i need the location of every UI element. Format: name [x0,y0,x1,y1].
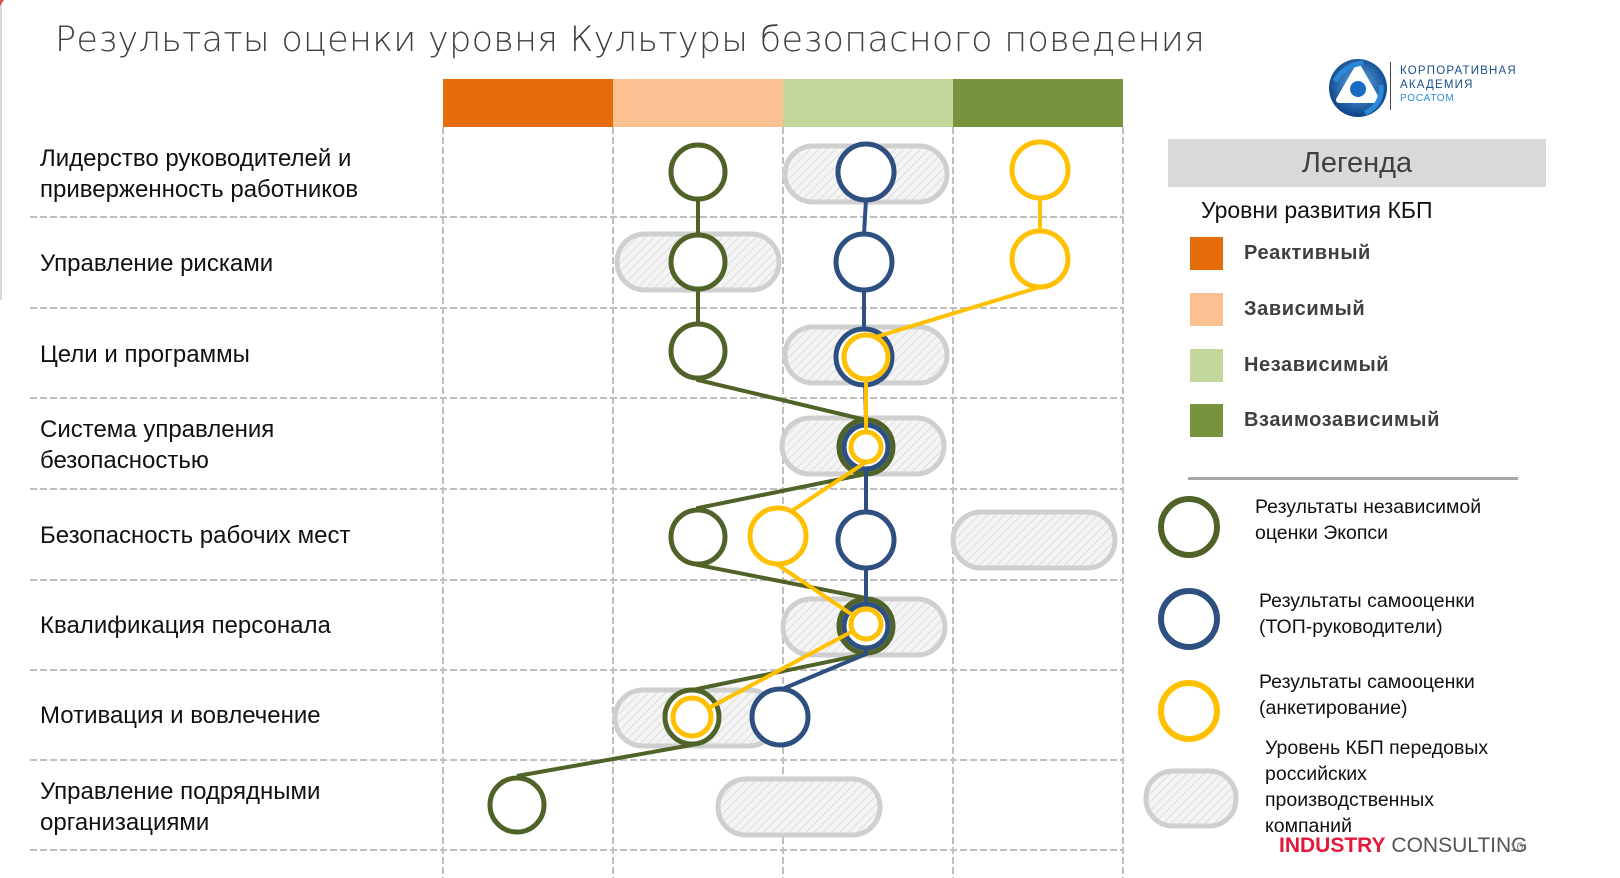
rosatom-logo-icon [1329,59,1387,117]
row-label-line: Управление подрядными [40,778,321,805]
row-label-line: Цели и программы [40,341,250,368]
ekopsi-point [487,775,547,835]
slide-left-edge [0,0,2,300]
corner-mark [0,0,4,6]
legend-benchmark: Уровень КБП передовых российских произво… [1265,735,1488,839]
row-label-leadership: Лидерство руководителей и приверженность … [40,143,358,205]
legend-level-label: Зависимый [1244,297,1366,320]
legend-level-dependent: Зависимый [1190,292,1365,326]
swatch-interdependent [1190,403,1223,437]
legend-level-reactive: Реактивный [1190,236,1371,270]
band-independent [783,79,953,127]
legend-benchmark-line: компаний [1265,815,1352,837]
legend-series-line: Результаты самооценки [1259,590,1475,612]
survey-point [841,332,891,382]
row-label-goals: Цели и программы [40,339,250,370]
legend-level-label: Независимый [1244,353,1390,376]
legend-level-label: Реактивный [1244,241,1371,264]
series-survey [670,139,1071,739]
legend-series-ekopsi: Результаты независимой оценки Экопси [1255,494,1481,546]
benchmark-pill [950,509,1118,571]
legend-level-independent: Независимый [1190,348,1389,382]
brand-light: CONSULTING [1385,834,1528,857]
top-managers-point [833,231,895,293]
top-managers-point [835,509,897,571]
page-number: 10 [1510,840,1524,854]
survey-point [848,606,884,642]
row-label-line: организациями [40,809,210,836]
row-label-risk-management: Управление рисками [40,248,273,279]
legend-series-line: оценки Экопси [1255,522,1389,544]
row-label-qualification: Квалификация персонала [40,610,331,641]
row-label-line: Лидерство руководителей и [40,145,352,172]
top-managers-point [749,686,811,748]
survey-point [1009,139,1071,201]
row-label-motivation: Мотивация и вовлечение [40,700,321,731]
row-label-line: приверженность работников [40,176,359,203]
grid-lines [30,127,1124,878]
row-label-workplace-safety: Безопасность рабочих мест [40,520,350,551]
row-label-line: Безопасность рабочих мест [40,522,351,549]
row-label-safety-system: Система управления безопасностью [40,414,274,476]
benchmark-pill [715,776,883,838]
top-managers-point [835,141,897,203]
row-label-contractors: Управление подрядными организациями [40,776,320,838]
band-interdependent [953,79,1123,127]
slide-title: Результаты оценки уровня Культуры безопа… [55,20,1206,60]
legend-benchmark-line: российских [1265,763,1367,785]
legend-benchmark-icon [1143,768,1239,829]
swatch-dependent [1190,292,1223,326]
row-label-line: Мотивация и вовлечение [40,702,321,729]
legend-level-label: Взаимозависимый [1244,408,1441,431]
logo-line1: КОРПОРАТИВНАЯ [1400,65,1517,77]
legend-level-interdependent: Взаимозависимый [1190,403,1440,437]
level-header-bands [443,79,1123,127]
survey-point [1009,228,1071,290]
survey-point [848,429,884,465]
industry-consulting-logo: INDUSTRY CONSULTING [1279,834,1528,858]
ekopsi-point [668,321,728,381]
legend-series-line: (ТОП-руководители) [1259,616,1443,638]
row-label-line: безопасностью [40,447,209,474]
legend-title: Легенда [1168,139,1546,187]
band-dependent [613,79,783,127]
legend-series-line: (анкетирование) [1259,697,1408,719]
legend-series-survey: Результаты самооценки (анкетирование) [1259,669,1475,721]
survey-point [747,505,809,567]
legend-levels-title: Уровни развития КБП [1201,197,1433,223]
brand-bold: INDUSTRY [1279,834,1386,857]
survey-point [670,695,714,739]
legend-top-managers-icon [1158,588,1220,650]
row-label-line: Управление рисками [40,250,274,277]
band-reactive [443,79,613,127]
logo-line2: АКАДЕМИЯ [1400,79,1474,91]
logo-line3: РОСАТОМ [1400,93,1455,104]
logo-separator [1390,62,1391,110]
legend-benchmark-line: производственных [1265,789,1434,811]
legend-divider [1188,477,1518,480]
logo-text: КОРПОРАТИВНАЯ АКАДЕМИЯ РОСАТОМ [1400,64,1517,106]
swatch-reactive [1190,236,1223,270]
legend-series-icons [1143,496,1239,829]
legend-series-line: Результаты независимой [1255,496,1482,518]
ekopsi-point [668,507,728,567]
row-label-line: Квалификация персонала [40,612,331,639]
ekopsi-point [668,142,728,202]
legend-survey-icon [1158,680,1220,742]
legend-series-line: Результаты самооценки [1259,671,1475,693]
row-label-line: Система управления [40,416,275,443]
legend-series-top-managers: Результаты самооценки (ТОП-руководители) [1259,588,1475,640]
swatch-independent [1190,348,1223,382]
legend-ekopsi-icon [1158,496,1220,558]
legend-benchmark-line: Уровень КБП передовых [1265,737,1489,759]
ekopsi-point [668,232,728,292]
